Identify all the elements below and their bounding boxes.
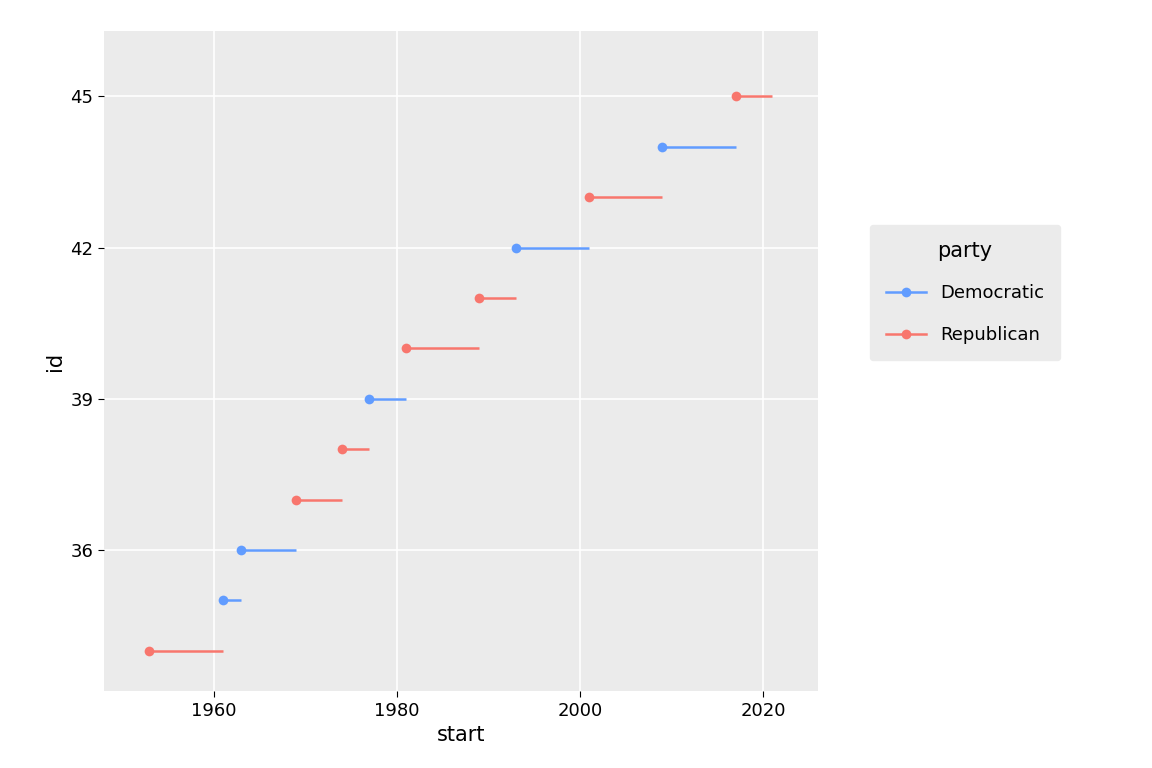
Y-axis label: id: id [45, 352, 65, 370]
Legend: Democratic, Republican: Democratic, Republican [870, 225, 1061, 360]
X-axis label: start: start [437, 725, 485, 745]
